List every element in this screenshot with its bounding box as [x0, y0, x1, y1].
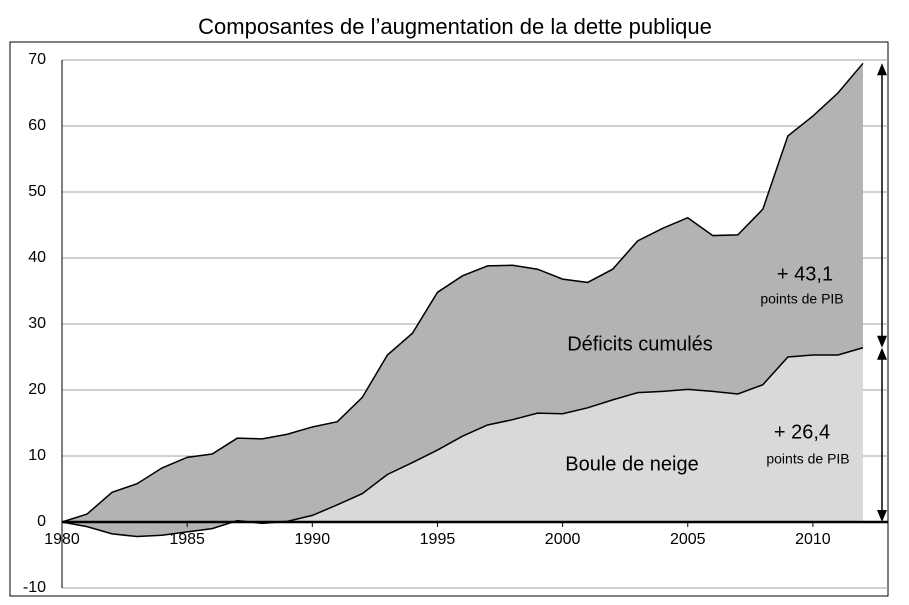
series-label: Déficits cumulés	[567, 333, 713, 355]
y-tick-label: -10	[23, 579, 46, 596]
y-tick-label: 30	[28, 315, 46, 332]
annotation: points de PIB	[760, 291, 843, 307]
plot-frame	[9, 41, 889, 597]
arrow-head	[877, 335, 887, 348]
line	[61, 62, 864, 523]
x-tick-label: 1985	[169, 531, 205, 548]
y-tick-label: 60	[28, 117, 46, 134]
x-tick-label: 2010	[795, 531, 831, 548]
y-tick-label: 40	[28, 249, 46, 266]
y-tick-label: 10	[28, 447, 46, 464]
line	[61, 347, 864, 538]
x-tick-label: 2005	[670, 531, 706, 548]
y-tick-label: 70	[28, 51, 46, 68]
y-tick-label: 20	[28, 381, 46, 398]
y-tick-label: 0	[37, 513, 46, 530]
x-tick-label: 1990	[295, 531, 331, 548]
annotation: + 43,1	[777, 263, 833, 285]
area	[62, 347, 863, 537]
area	[62, 63, 863, 537]
arrow-head	[877, 347, 887, 360]
x-tick-label: 1995	[420, 531, 456, 548]
x-tick-label: 1980	[44, 531, 80, 548]
chart-title: Composantes de l’augmentation de la dett…	[198, 14, 712, 39]
annotation: + 26,4	[774, 421, 830, 443]
x-tick-label: 2000	[545, 531, 581, 548]
y-tick-label: 50	[28, 183, 46, 200]
series-label: Boule de neige	[565, 453, 698, 475]
arrow-head	[877, 510, 887, 522]
arrow-head	[877, 63, 887, 76]
annotation: points de PIB	[766, 451, 849, 467]
